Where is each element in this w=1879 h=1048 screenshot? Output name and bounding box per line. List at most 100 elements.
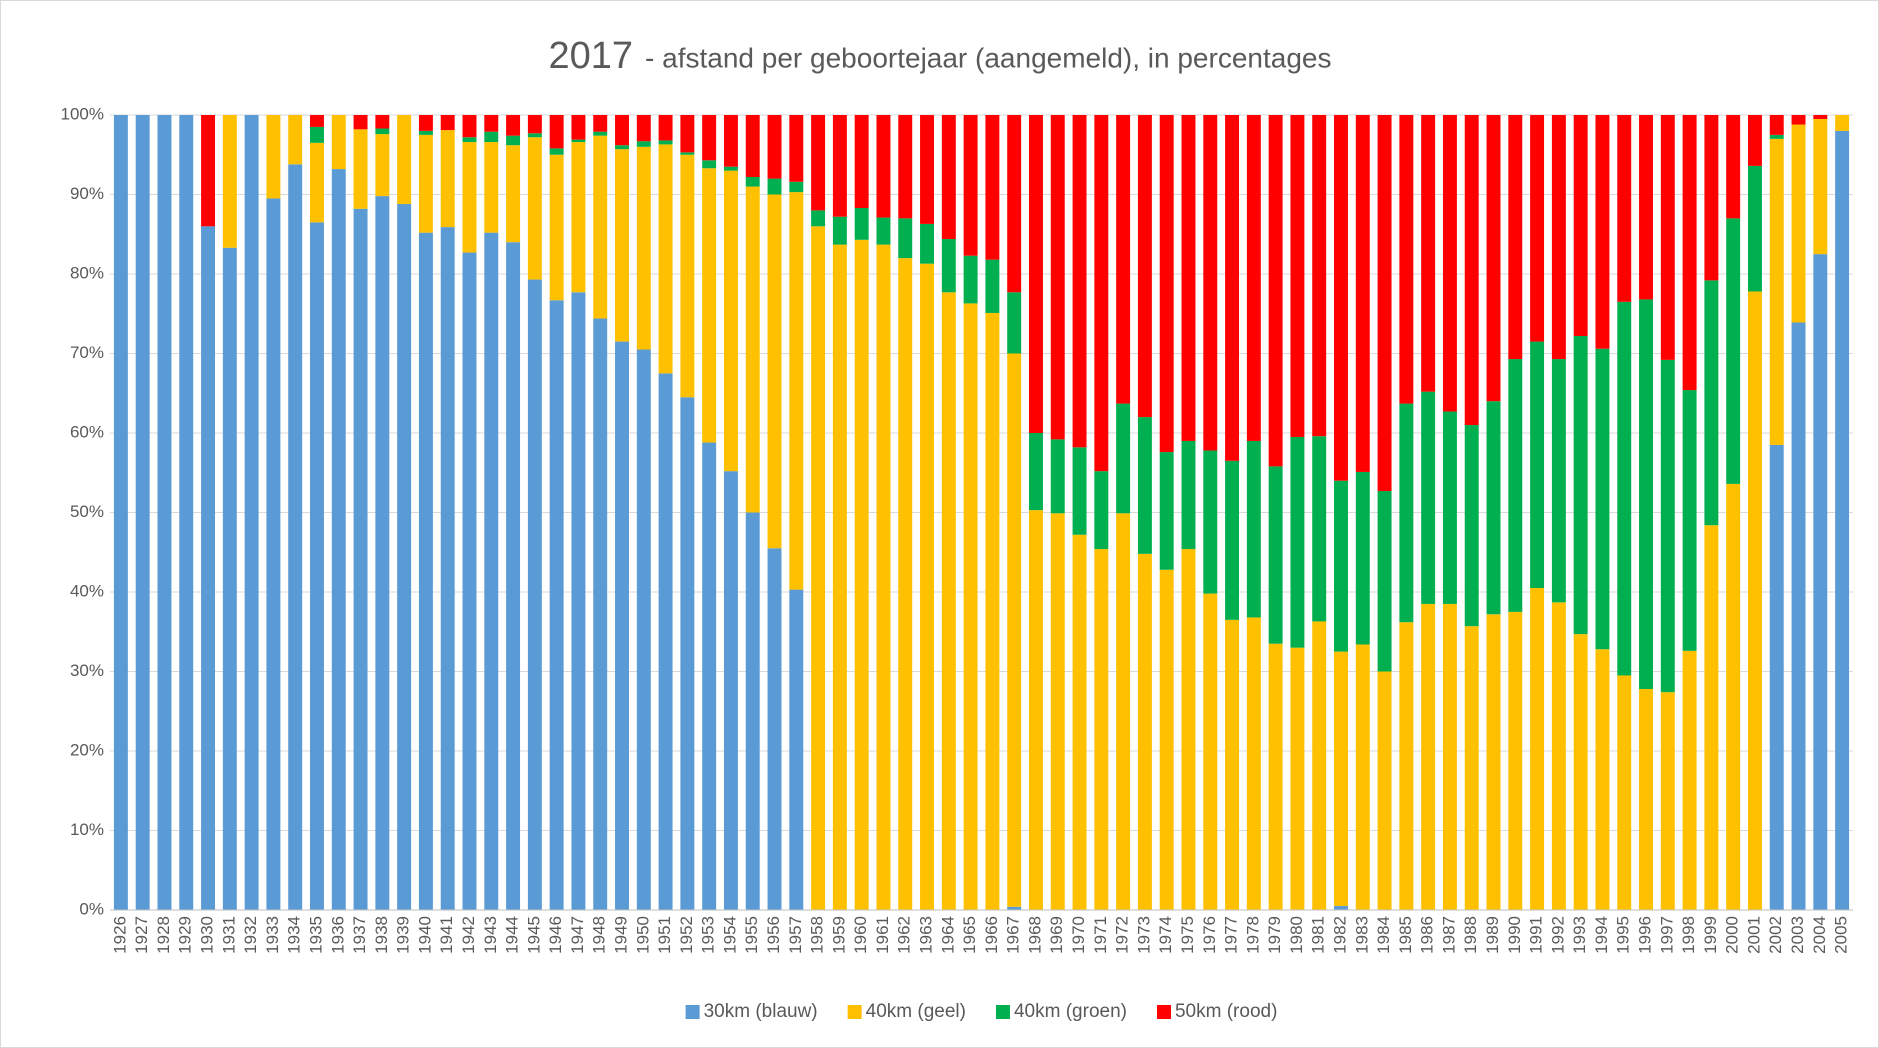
bar-segment [310, 142, 324, 223]
bar-segment [1617, 301, 1632, 676]
bar-segment [593, 115, 608, 132]
x-tick-label: 1983 [1352, 916, 1371, 954]
x-tick-label: 1943 [481, 916, 500, 954]
bar-segment [397, 204, 412, 911]
bar-segment [898, 258, 913, 911]
bar-segment [1399, 403, 1414, 623]
bar-segment [1639, 688, 1653, 910]
bar-segment [1094, 549, 1109, 910]
bar-segment [1747, 291, 1762, 910]
bar-segment [767, 548, 782, 910]
bar-segment [876, 217, 891, 245]
x-tick-label: 1933 [263, 916, 282, 954]
bar-segment [1116, 403, 1131, 514]
x-tick-label: 1990 [1505, 916, 1524, 954]
x-tick-label: 1954 [720, 916, 739, 954]
x-tick-label: 1955 [742, 916, 761, 954]
bar-segment [832, 115, 847, 217]
x-tick-label: 1928 [154, 916, 173, 954]
bar-segment [1399, 115, 1414, 404]
bar-segment [1007, 292, 1022, 354]
bar-segment [1334, 906, 1348, 910]
bar-segment [1334, 651, 1348, 907]
bar-segment [1551, 602, 1566, 910]
y-tick-label: 70% [70, 343, 104, 362]
bar-segment [310, 115, 324, 127]
bar-segment [1028, 433, 1043, 511]
bar-segment [1007, 115, 1022, 293]
bar-segment [571, 115, 586, 140]
bar-segment [1355, 471, 1370, 645]
x-tick-label: 1991 [1527, 916, 1546, 954]
bar-segment [1116, 513, 1131, 910]
x-tick-label: 1996 [1636, 916, 1655, 954]
x-tick-label: 1952 [677, 916, 696, 954]
bar-segment [723, 471, 738, 910]
bar-segment [1355, 644, 1370, 910]
bar-segment [702, 168, 717, 443]
bar-segment [157, 115, 172, 910]
bar-segment [1137, 417, 1152, 554]
bar-segment [811, 210, 826, 227]
bar-segment [571, 142, 586, 293]
bar-segment [353, 115, 368, 130]
x-tick-label: 1934 [285, 916, 304, 954]
x-tick-label: 1982 [1330, 916, 1349, 954]
bar-segment [1442, 411, 1457, 604]
bar-segment [266, 115, 281, 199]
bar-segment [1421, 115, 1436, 392]
bar-segment [658, 373, 673, 910]
x-tick-label: 1980 [1287, 916, 1306, 954]
bar-segment [266, 198, 281, 911]
x-tick-label: 1940 [415, 916, 434, 954]
x-tick-label: 1977 [1222, 916, 1241, 954]
bar-segment [1007, 906, 1022, 910]
bar-segment [484, 131, 499, 143]
bar-segment [418, 115, 433, 131]
x-tick-label: 2003 [1788, 916, 1807, 954]
x-tick-label: 1975 [1178, 916, 1197, 954]
bar-segment [832, 216, 847, 245]
x-tick-label: 2004 [1810, 916, 1829, 954]
bar-segment [985, 115, 1000, 260]
bar-segment [1181, 115, 1196, 441]
bar-segment [767, 178, 782, 195]
bar-segment [375, 128, 390, 135]
bar-segment [789, 589, 804, 910]
x-tick-label: 1942 [459, 916, 478, 954]
bar-segment [1246, 617, 1261, 910]
x-tick-label: 1967 [1004, 916, 1023, 954]
x-tick-label: 2000 [1723, 916, 1742, 954]
bar-segment [1813, 118, 1828, 255]
bar-segment [1137, 115, 1152, 418]
bar-segment [1181, 440, 1196, 550]
bar-segment [353, 129, 368, 209]
bar-segment [1508, 611, 1523, 910]
bar-segment [811, 226, 826, 911]
bar-segment [571, 139, 586, 143]
legend-label: 40km (geel) [866, 1001, 966, 1022]
bar-segment [1203, 115, 1218, 451]
bar-segment [1334, 115, 1348, 481]
x-tick-label: 1987 [1439, 916, 1458, 954]
bar-segment [1421, 603, 1436, 910]
bar-segment [854, 115, 869, 209]
x-tick-label: 1964 [938, 916, 957, 954]
bar-segment [702, 442, 717, 910]
x-tick-label: 1989 [1483, 916, 1502, 954]
x-tick-label: 1945 [524, 916, 543, 954]
bar-segment [789, 115, 804, 182]
bar-segment [1246, 115, 1261, 441]
bar-segment [527, 133, 542, 138]
bar-segment [484, 142, 499, 233]
bar-segment [484, 115, 499, 132]
bar-segment [1747, 115, 1762, 166]
bar-segment [593, 131, 608, 136]
bar-segment [1094, 115, 1109, 472]
bar-segment [1595, 115, 1610, 349]
bar-segment [767, 194, 782, 549]
bar-segment [1268, 115, 1283, 467]
bar-segment [985, 312, 1000, 911]
bar-segment [1246, 440, 1261, 618]
